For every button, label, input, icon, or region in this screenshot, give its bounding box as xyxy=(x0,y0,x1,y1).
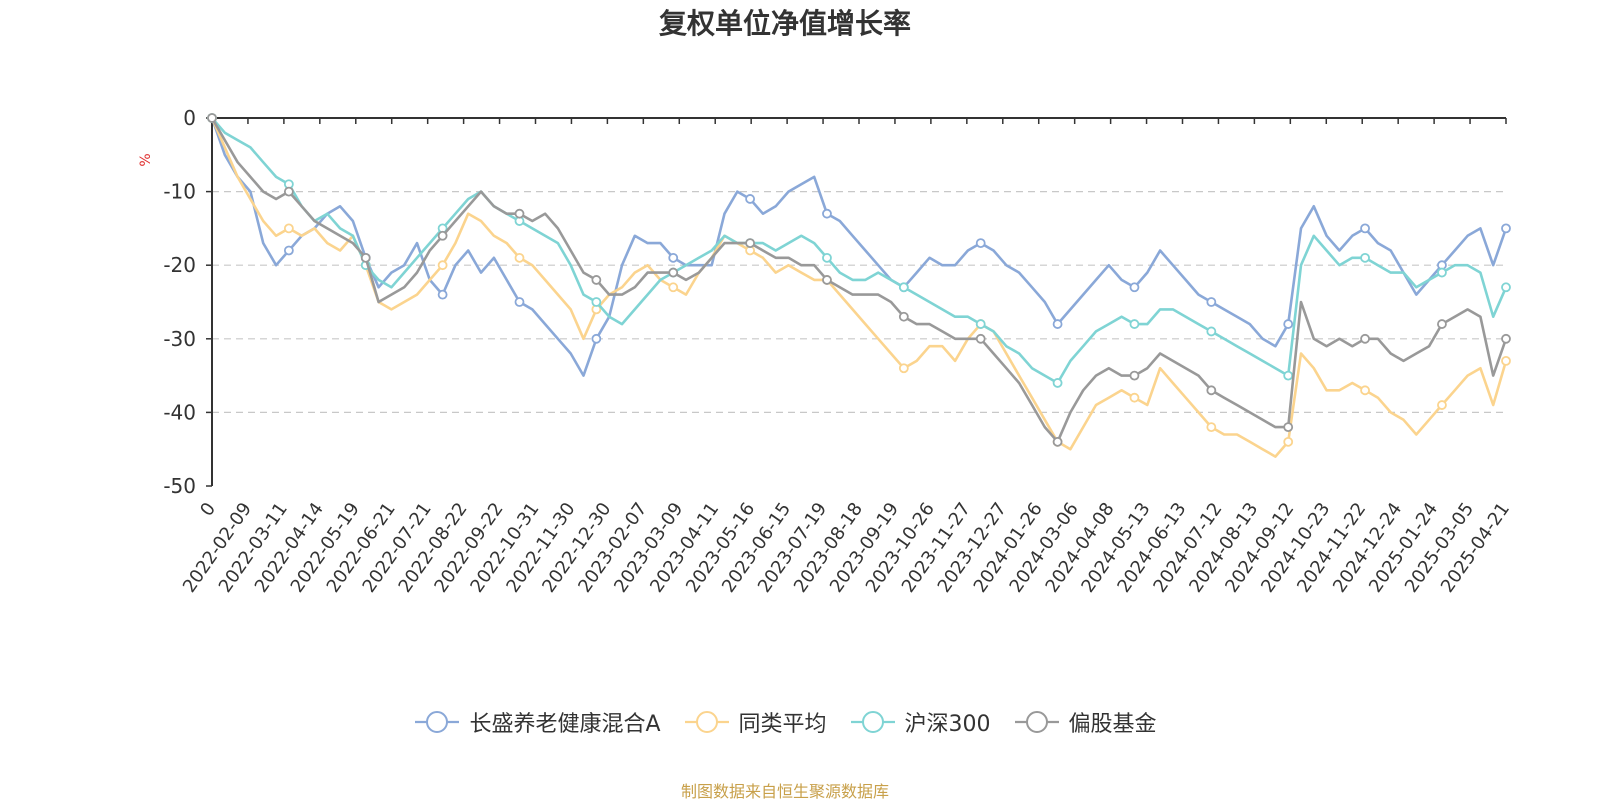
data-point-marker xyxy=(437,230,448,241)
data-point-marker xyxy=(1283,370,1294,381)
data-point-marker xyxy=(437,260,448,271)
series-line xyxy=(210,117,1508,458)
data-point-marker xyxy=(822,208,832,219)
legend-swatch-circle xyxy=(695,711,718,733)
data-point-marker xyxy=(1283,422,1294,433)
series-line xyxy=(210,117,1508,377)
data-point-marker xyxy=(1206,385,1217,396)
data-point-marker xyxy=(822,275,832,285)
data-point-marker xyxy=(975,333,986,344)
legend-item[interactable]: 长盛养老健康混合A xyxy=(413,706,661,738)
data-point-marker xyxy=(514,252,525,263)
series-line xyxy=(211,117,1508,385)
legend-swatch-circle xyxy=(1025,711,1048,733)
data-point-marker xyxy=(283,245,294,256)
legend-swatch xyxy=(684,711,729,733)
legend-label: 沪深300 xyxy=(904,712,991,737)
data-point-marker xyxy=(1283,436,1294,447)
data-point-marker xyxy=(668,282,679,293)
legend-swatch xyxy=(850,711,895,733)
legend-item[interactable]: 偏股基金 xyxy=(1013,706,1157,738)
data-point-marker xyxy=(437,289,448,300)
data-point-marker xyxy=(283,186,294,197)
data-point-marker xyxy=(1129,392,1140,403)
data-point-marker xyxy=(1129,282,1140,293)
legend-label: 长盛养老健康混合A xyxy=(469,712,661,737)
y-axis-unit-label: % xyxy=(138,153,154,166)
legend: 长盛养老健康混合A 同类平均 沪深300 偏股基金 xyxy=(0,706,1570,738)
x-tick-label: 0 xyxy=(196,499,220,520)
data-point-marker xyxy=(1501,333,1511,344)
data-point-marker xyxy=(1129,370,1140,381)
data-point-marker xyxy=(360,252,371,263)
y-tick-label: -30 xyxy=(163,327,196,351)
axes: 0-10-20-30-40-5002022-02-092022-03-11202… xyxy=(163,106,1514,597)
data-point-marker xyxy=(1437,319,1447,329)
data-point-marker xyxy=(822,252,832,263)
data-point-marker xyxy=(1206,326,1217,337)
data-point-marker xyxy=(591,333,602,344)
series-lines xyxy=(207,113,1511,458)
data-point-marker xyxy=(1206,297,1217,307)
y-tick-label: -20 xyxy=(163,253,196,277)
data-point-marker xyxy=(1052,319,1063,329)
series-line xyxy=(210,117,1508,444)
legend-item[interactable]: 同类平均 xyxy=(683,706,827,738)
legend-swatch-circle xyxy=(861,711,884,733)
y-tick-label: -50 xyxy=(163,474,196,498)
data-point-marker xyxy=(1360,333,1370,344)
legend-swatch xyxy=(1014,711,1059,733)
data-point-marker xyxy=(1283,319,1294,329)
data-point-marker xyxy=(1129,319,1140,329)
y-tick-label: -40 xyxy=(163,400,196,424)
data-point-marker xyxy=(1501,282,1511,293)
data-point-marker xyxy=(745,194,755,204)
data-point-marker xyxy=(975,319,986,329)
legend-label: 偏股基金 xyxy=(1068,712,1157,737)
data-point-marker xyxy=(1437,400,1447,410)
data-point-marker xyxy=(1437,267,1447,278)
y-tick-label: 0 xyxy=(183,106,196,130)
legend-swatch-circle xyxy=(426,711,449,733)
legend-item[interactable]: 沪深300 xyxy=(849,706,991,738)
data-point-marker xyxy=(1206,422,1217,433)
data-point-marker xyxy=(668,252,679,263)
data-point-marker xyxy=(1360,223,1370,234)
data-point-marker xyxy=(514,297,525,307)
legend-label: 同类平均 xyxy=(738,712,827,737)
data-point-marker xyxy=(514,208,525,219)
data-point-marker xyxy=(1360,385,1370,396)
data-point-marker xyxy=(745,238,755,249)
data-point-marker xyxy=(668,267,679,278)
source-note: 制图数据来自恒生聚源数据库 xyxy=(680,782,889,801)
data-point-marker xyxy=(1052,378,1063,388)
data-point-marker xyxy=(1052,436,1063,447)
y-tick-label: -10 xyxy=(163,180,196,204)
data-point-marker xyxy=(283,223,294,234)
data-point-marker xyxy=(207,113,217,123)
data-point-marker xyxy=(1501,223,1511,234)
data-point-marker xyxy=(591,297,602,307)
data-point-marker xyxy=(975,238,986,249)
data-point-marker xyxy=(898,311,909,322)
data-point-marker xyxy=(591,275,602,285)
chart-title: 复权单位净值增长率 xyxy=(658,7,911,40)
data-point-marker xyxy=(1501,355,1511,366)
data-point-marker xyxy=(898,363,909,374)
data-point-marker xyxy=(898,282,909,293)
legend-swatch xyxy=(415,711,460,733)
data-point-marker xyxy=(1360,252,1370,263)
